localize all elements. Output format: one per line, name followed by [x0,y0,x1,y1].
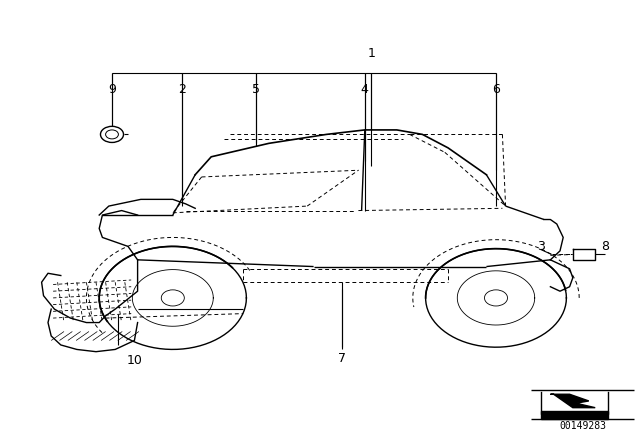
Text: 7: 7 [339,352,346,365]
Text: 6: 6 [492,83,500,96]
Polygon shape [550,394,595,408]
Bar [541,411,608,419]
Text: 3: 3 [537,240,545,253]
Text: 8: 8 [601,240,609,253]
Text: 9: 9 [108,83,116,96]
Text: 4: 4 [361,83,369,96]
Text: 2: 2 [179,83,186,96]
Text: 5: 5 [252,83,260,96]
Text: 00149283: 00149283 [559,422,606,431]
Text: 10: 10 [127,354,142,367]
Text: 1: 1 [367,47,375,60]
